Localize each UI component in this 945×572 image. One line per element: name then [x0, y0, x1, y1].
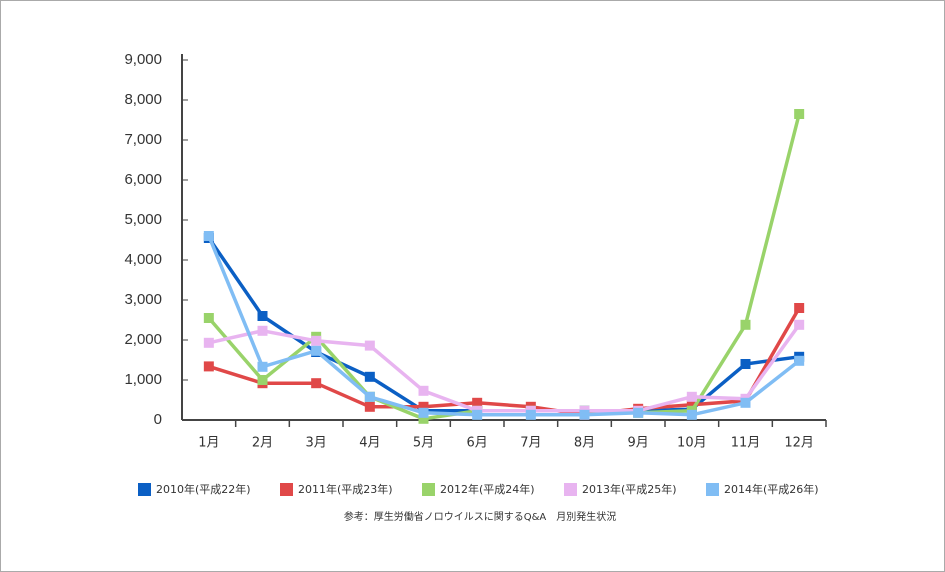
data-point: [794, 303, 805, 313]
data-point: [686, 399, 697, 410]
data-point: [418, 413, 429, 424]
y-tick-label: 0: [154, 411, 162, 428]
data-point: [740, 397, 751, 408]
y-tick-label: 7,000: [124, 131, 162, 148]
data-point: [203, 313, 214, 323]
data-point: [472, 397, 483, 408]
data-point: [257, 361, 268, 372]
x-tick-label: 4月: [359, 436, 380, 451]
legend-swatch: [280, 483, 293, 496]
data-point: [311, 335, 322, 346]
data-point: [740, 359, 751, 369]
data-point: [686, 409, 697, 420]
series-line: [207, 235, 801, 417]
x-tick-label: 2月: [252, 436, 273, 451]
y-tick-label: 8,000: [124, 91, 162, 108]
data-point: [418, 385, 429, 396]
data-point: [364, 340, 375, 351]
data-point: [794, 109, 805, 119]
data-point: [686, 391, 697, 402]
data-point: [418, 407, 429, 418]
data-point: [794, 355, 805, 366]
x-tick-label: 5月: [413, 436, 434, 451]
legend-swatch: [564, 483, 577, 496]
x-tick-label: 3月: [306, 436, 327, 451]
data-point: [311, 378, 322, 389]
data-point: [203, 361, 214, 372]
data-point: [203, 337, 214, 348]
legend-label: 2011年(平成23年): [298, 482, 393, 496]
data-point: [257, 311, 268, 321]
data-point: [257, 325, 268, 336]
data-point: [472, 409, 483, 420]
y-tick-label: 3,000: [124, 291, 162, 308]
x-tick-label: 11月: [731, 436, 761, 451]
legend-swatch: [706, 483, 719, 496]
data-point: [740, 319, 751, 330]
y-tick-label: 4,000: [124, 251, 162, 268]
y-tick-label: 5,000: [124, 211, 162, 228]
x-tick-label: 9月: [628, 436, 649, 451]
legend-label: 2014年(平成26年): [724, 482, 819, 496]
data-point: [418, 401, 429, 412]
y-tick-label: 9,000: [124, 51, 162, 68]
legend-swatch: [422, 483, 435, 496]
data-point: [311, 345, 322, 356]
data-point: [203, 231, 214, 241]
legend-label: 2010年(平成22年): [156, 482, 251, 496]
series-line: [208, 323, 801, 413]
x-tick-label: 7月: [520, 436, 541, 451]
y-tick-label: 6,000: [124, 171, 162, 188]
x-tick-label: 12月: [784, 436, 814, 451]
x-tick-label: 10月: [677, 436, 707, 451]
data-point: [794, 319, 805, 330]
data-point: [579, 409, 590, 420]
data-point: [364, 371, 375, 382]
y-tick-label: 1,000: [124, 371, 162, 388]
x-tick-label: 1月: [198, 436, 219, 451]
data-point: [633, 407, 644, 418]
legend-swatch: [138, 483, 151, 496]
legend-label: 2012年(平成24年): [440, 482, 535, 496]
data-point: [364, 401, 375, 412]
data-point: [257, 375, 268, 385]
source-note: 参考：厚生労働省ノロウイルスに関するQ&A 月別発生状況: [344, 510, 617, 523]
y-tick-label: 2,000: [124, 331, 162, 348]
data-point: [525, 409, 536, 420]
legend-label: 2013年(平成25年): [582, 482, 677, 496]
x-tick-label: 8月: [574, 436, 595, 451]
x-tick-label: 6月: [467, 436, 488, 451]
series-line: [208, 307, 801, 417]
data-point: [364, 391, 375, 402]
